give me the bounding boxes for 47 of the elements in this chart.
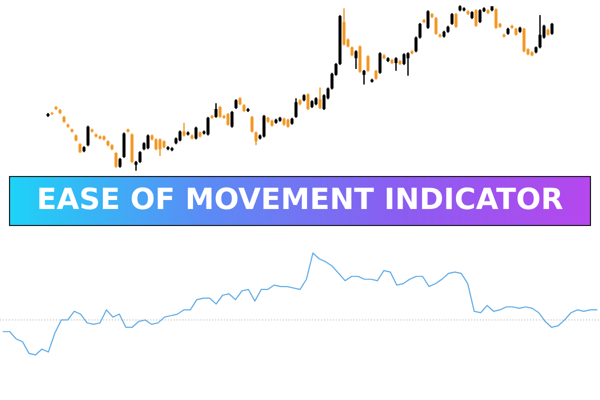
candlestick (414, 36, 418, 53)
candlestick (154, 138, 158, 151)
candlestick (354, 50, 358, 70)
candlestick (362, 69, 366, 86)
candlestick (474, 8, 478, 28)
candlestick (402, 52, 406, 66)
candlestick (178, 130, 182, 142)
text: EASE OF MOVEMENT INDICATOR (39, 187, 563, 210)
candlestick (226, 112, 230, 126)
candlestick (366, 54, 370, 72)
candlestick (522, 27, 526, 53)
candlestick (294, 98, 298, 118)
candlestick (146, 134, 150, 150)
candlestick (254, 130, 258, 146)
candlestick (182, 122, 186, 138)
candlestick (426, 10, 430, 30)
candlestick (478, 8, 482, 24)
candlestick (406, 52, 410, 76)
candlestick (342, 8, 346, 46)
candlestick (158, 138, 162, 157)
candlestick (122, 132, 126, 159)
candlestick (86, 125, 90, 147)
candlestick (306, 92, 310, 111)
candlestick (450, 12, 454, 26)
candlestick (234, 98, 238, 110)
candlestick (550, 22, 554, 36)
candlestick (194, 126, 198, 140)
candlestick (494, 8, 498, 30)
candlestick (454, 12, 458, 28)
candlestick (374, 69, 378, 80)
candlestick (78, 142, 82, 154)
candlestick (538, 14, 542, 50)
candlestick (262, 114, 266, 138)
candlestick (114, 151, 118, 168)
candlestick (218, 105, 222, 118)
candlestick (394, 56, 398, 72)
candlestick (206, 116, 210, 136)
candlestick (138, 150, 142, 164)
candlestick (378, 52, 382, 74)
candlestick (318, 86, 322, 110)
candlestick (350, 46, 354, 57)
candlestick (434, 16, 438, 36)
candlestick (418, 22, 422, 40)
candlestick (250, 115, 254, 134)
candlestick (230, 110, 234, 128)
candlestick (118, 157, 122, 168)
candlestick (214, 102, 218, 118)
